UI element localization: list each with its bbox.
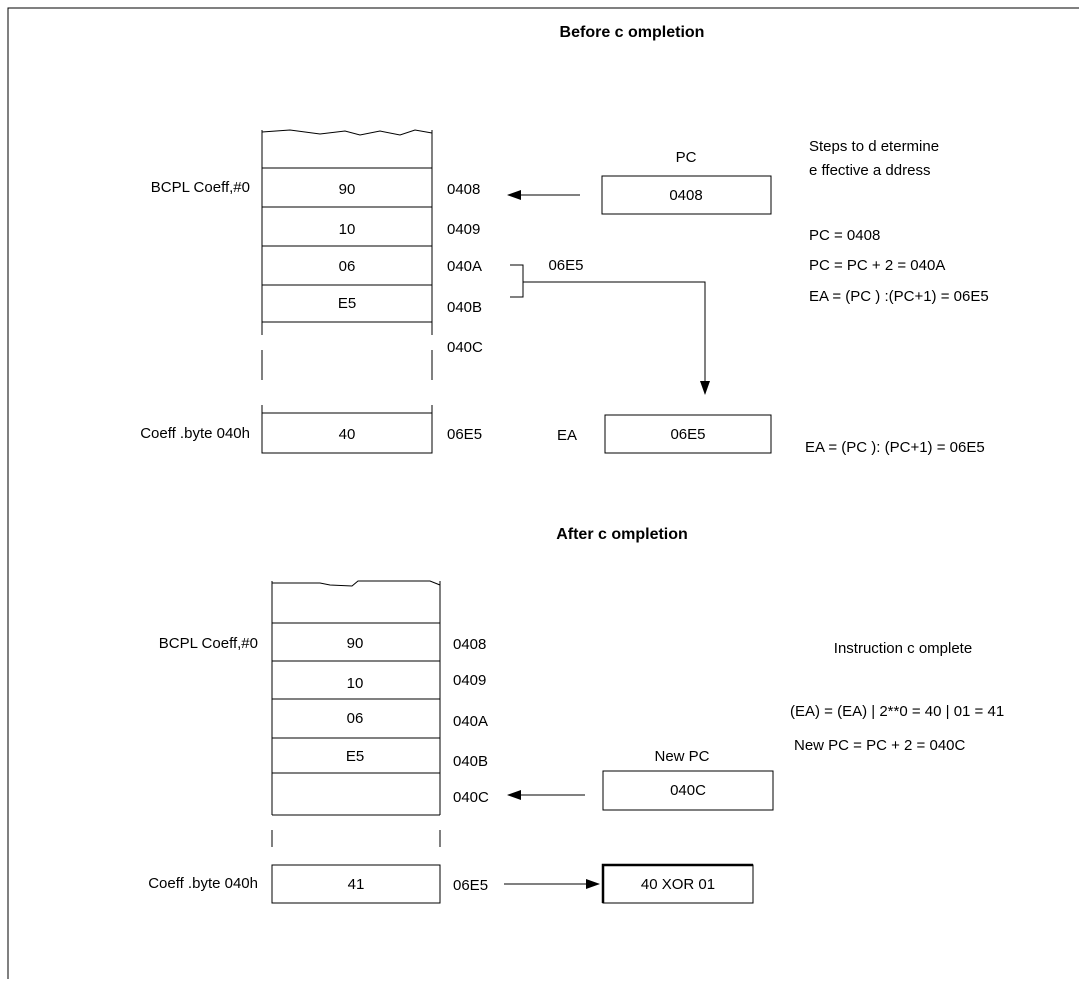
cell: 90 [347,635,364,652]
cell: E5 [346,748,364,765]
cell: 90 [339,181,356,198]
address: 040B [447,299,482,316]
row-label: BCPL Coeff,#0 [151,179,250,196]
cell: E5 [338,295,356,312]
torn-edge [261,129,433,136]
ea-note: EA = (PC ): (PC+1) = 06E5 [805,439,985,456]
pc-label: New PC [654,748,709,765]
ea-box [604,414,772,454]
before-section: Before c ompletion 90 10 06 E5 40 BCPL C… [140,24,988,456]
address: 06E5 [447,426,482,443]
torn-edge [272,580,441,587]
cell: 41 [348,876,365,893]
step: e ffective a ddress [809,162,930,179]
address: 040C [453,789,489,806]
row-label: BCPL Coeff,#0 [159,635,258,652]
address: 0408 [447,181,480,198]
address: 06E5 [453,877,488,894]
ea-label: EA [557,427,577,444]
cell: 06 [339,258,356,275]
pc-box [601,175,772,215]
bracket [510,264,706,392]
address: 0408 [453,636,486,653]
note: New PC = PC + 2 = 040C [794,737,966,754]
title: After c ompletion [556,526,688,543]
result-box-edge [601,863,753,903]
title: Before c ompletion [560,24,705,41]
pc-value: 040C [670,782,706,799]
address: 040A [447,258,482,275]
pc-value: 0408 [669,187,702,204]
after-section: After c ompletion 90 10 06 E5 41 BCPL Co… [148,526,1004,904]
ea-value: 06E5 [670,426,705,443]
cell: 40 [339,426,356,443]
frame [7,7,1079,979]
address: 040A [453,713,488,730]
bracket-value: 06E5 [548,257,583,274]
pc-label: PC [676,149,697,166]
cell: 10 [347,675,364,692]
memory-column [261,130,433,413]
address: 040B [453,753,488,770]
address: 0409 [453,672,486,689]
address: 0409 [447,221,480,238]
cell: 10 [339,221,356,238]
cell: 06 [347,710,364,727]
row-label: Coeff .byte 040h [148,875,258,892]
result-value: 40 XOR 01 [641,876,715,893]
step: PC = 0408 [809,227,880,244]
operand-cell [271,864,441,904]
operand-cell [261,412,433,454]
row-label: Coeff .byte 040h [140,425,250,442]
step: Steps to d etermine [809,138,939,155]
step: EA = (PC ) :(PC+1) = 06E5 [809,288,989,305]
pc-box [602,770,774,811]
memory-column [271,581,441,847]
step: PC = PC + 2 = 040A [809,257,945,274]
note: Instruction c omplete [834,640,972,657]
address: 040C [447,339,483,356]
note: (EA) = (EA) | 2**0 = 40 | 01 = 41 [790,703,1004,720]
